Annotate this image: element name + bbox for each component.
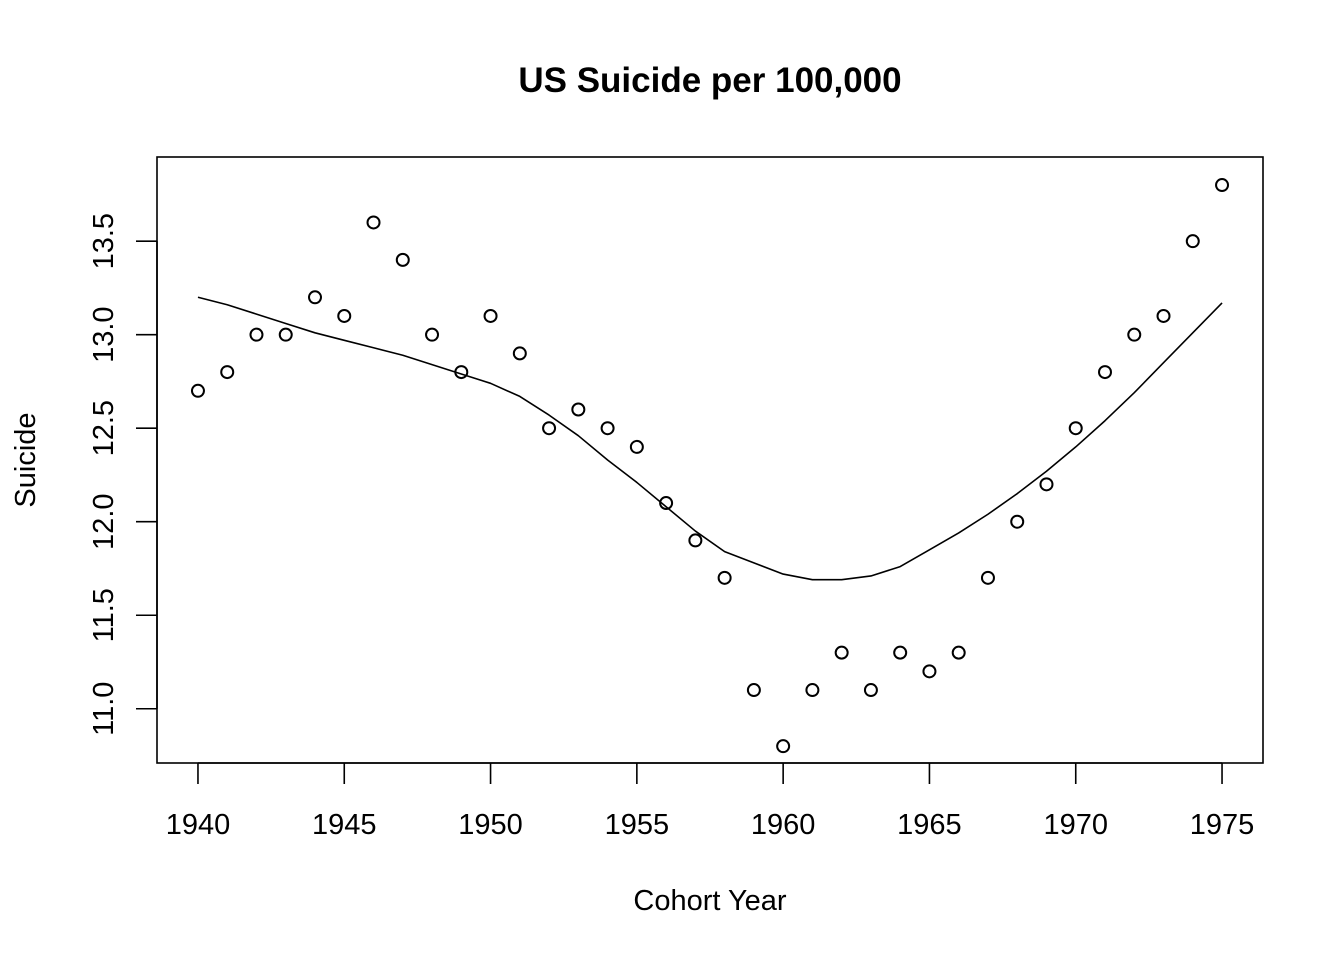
points-layer [190, 178, 1230, 754]
data-point [1010, 514, 1025, 529]
x-tick-label: 1945 [312, 809, 377, 841]
y-tick-label: 11.5 [88, 588, 120, 642]
data-point [337, 308, 352, 323]
data-point [308, 290, 322, 305]
data-point [366, 215, 381, 230]
data-point [512, 346, 527, 361]
data-point [454, 365, 469, 380]
x-tick-label: 1955 [605, 809, 670, 841]
smooth-line [197, 296, 1223, 581]
data-point [571, 402, 586, 417]
x-tick-label: 1970 [1043, 809, 1108, 841]
chart-title: US Suicide per 100,000 [518, 61, 901, 100]
y-tick-label: 12.0 [88, 493, 120, 549]
data-point [249, 327, 264, 342]
y-tick-label: 13.5 [88, 213, 120, 269]
y-tick-label: 11.0 [88, 682, 120, 736]
data-point [629, 439, 644, 454]
x-axis-label: Cohort Year [633, 885, 787, 917]
data-point [1127, 327, 1142, 342]
data-point [863, 683, 878, 698]
x-tick-label: 1940 [166, 809, 231, 841]
data-point [805, 683, 820, 698]
data-point [951, 645, 966, 660]
x-tick-label: 1950 [458, 809, 523, 841]
data-point [1215, 178, 1230, 193]
data-point [717, 570, 732, 585]
plot-frame [156, 156, 1264, 764]
data-point [776, 739, 791, 754]
data-point [1185, 234, 1200, 249]
smooth-line-layer [197, 296, 1223, 581]
data-point [600, 421, 615, 436]
data-point [1098, 365, 1112, 380]
x-tick-label: 1975 [1190, 809, 1255, 841]
y-axis: 11.0 11.5 12.0 12.5 13.0 13.5 [88, 213, 158, 736]
data-point [893, 645, 908, 660]
data-point [190, 383, 205, 398]
x-tick-label: 1960 [751, 809, 816, 841]
data-point [834, 645, 849, 660]
data-point [278, 327, 293, 342]
data-point [688, 533, 703, 548]
data-point [922, 664, 937, 679]
y-tick-label: 13.0 [88, 306, 120, 362]
data-point [980, 570, 995, 585]
data-point [746, 683, 761, 698]
data-point [483, 308, 498, 323]
y-tick-label: 12.5 [88, 400, 120, 456]
y-axis-label: Suicide [10, 412, 42, 507]
data-point [1156, 308, 1171, 323]
data-point [395, 252, 410, 267]
data-point [1039, 477, 1054, 492]
x-tick-label: 1965 [897, 809, 962, 841]
data-point [220, 365, 235, 380]
data-point [425, 327, 440, 342]
x-axis: 1940 1945 1950 1955 1960 1965 1970 1975 [166, 762, 1255, 841]
data-point [659, 496, 674, 511]
data-point [542, 421, 557, 436]
data-point [1068, 421, 1083, 436]
